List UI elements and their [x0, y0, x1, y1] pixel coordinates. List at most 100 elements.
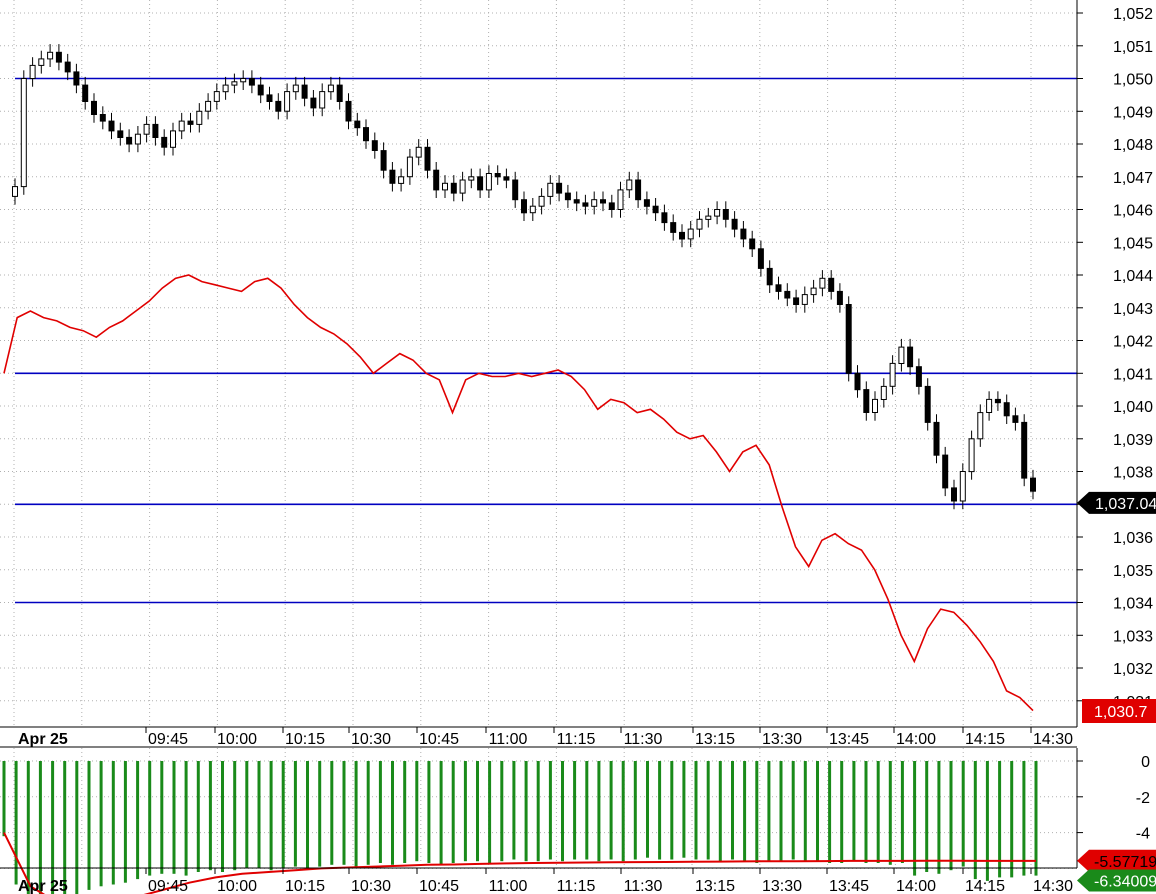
candle-body	[178, 120, 185, 132]
indicator-bar	[172, 761, 176, 874]
candle-body	[64, 61, 71, 73]
indicator-bar	[876, 761, 880, 863]
candle-body	[845, 304, 852, 374]
indicator-bar	[415, 761, 419, 862]
price-x-tick-label: 10:15	[285, 731, 325, 748]
candle	[564, 184, 571, 208]
candle	[38, 50, 45, 74]
candle	[231, 73, 238, 94]
indicator-bar	[512, 761, 516, 860]
candle-body	[635, 179, 642, 201]
candle-body	[521, 199, 527, 214]
indicator-bar	[427, 761, 431, 863]
indicator-x-tick-label: 11:15	[557, 878, 596, 894]
indicator-bar	[87, 761, 91, 890]
candle-body	[687, 228, 694, 240]
price-tag-box	[1077, 491, 1156, 514]
candle-body	[863, 389, 870, 414]
candle-body	[503, 176, 510, 181]
price-tick-label: 1,052	[1113, 6, 1153, 23]
indicator-bar	[985, 761, 989, 881]
price-panel: 1,052 1,051 1,050 1,049 1,048 1,047 1,046 1,045…	[0, 0, 1156, 727]
candle	[573, 191, 580, 212]
candle-body	[398, 176, 405, 184]
line-tag-label: 1,030.7	[1094, 704, 1147, 721]
indicator-bar	[718, 761, 722, 862]
candle-body	[143, 123, 150, 135]
candle	[775, 276, 782, 300]
candle	[696, 211, 703, 238]
candle-body	[977, 412, 984, 440]
candle-body	[994, 398, 1001, 404]
candle	[635, 171, 642, 208]
candle-body	[91, 100, 97, 116]
candle	[284, 83, 291, 120]
indicator-bar	[913, 761, 917, 876]
indicator-bar	[573, 761, 577, 860]
candle-body	[714, 209, 721, 217]
candle-body	[959, 471, 966, 502]
price-tick-label: 1,038	[1113, 465, 1153, 482]
indicator-bar	[451, 761, 455, 863]
candle	[749, 230, 756, 257]
candle	[477, 168, 484, 198]
candle-body	[266, 94, 273, 103]
candle-body	[968, 438, 975, 473]
candle-body	[450, 182, 457, 194]
candle-body	[275, 100, 282, 112]
indicator-bar	[26, 761, 30, 894]
candle	[73, 63, 80, 94]
candle-body	[134, 133, 141, 145]
candle	[55, 44, 62, 71]
price-tick-label: 1,034	[1113, 596, 1153, 613]
candle	[784, 283, 791, 307]
candle-body	[327, 84, 334, 93]
indicator-bar	[136, 761, 140, 880]
candle-body	[600, 199, 606, 204]
candle	[99, 106, 106, 130]
indicator-bar	[500, 761, 504, 862]
candle-body	[161, 136, 168, 148]
indicator-bar	[633, 761, 637, 860]
candle	[485, 165, 492, 198]
candle	[679, 224, 685, 248]
indicator-bars	[2, 761, 1038, 894]
price-tick-label: 1,045	[1113, 235, 1153, 252]
candle-body	[1012, 415, 1019, 423]
candle-body	[433, 169, 440, 191]
indicator-bar	[245, 761, 249, 869]
candle	[442, 175, 448, 198]
candle-body	[284, 91, 291, 112]
indicator-bar	[840, 761, 844, 863]
candle-body	[538, 195, 545, 207]
candle	[257, 76, 264, 104]
candle	[29, 57, 36, 87]
candle-body	[591, 199, 598, 207]
indicator-tags: -5.57719 -6.34009	[1077, 849, 1156, 892]
candle-body	[459, 179, 466, 194]
candle-body	[485, 173, 492, 191]
indicator-bar	[1010, 761, 1014, 878]
candle-body	[222, 84, 229, 93]
indicator-tick-label: 0	[1141, 754, 1150, 771]
indicator-x-tick-label: 14:15	[965, 878, 1005, 894]
candle-body	[722, 209, 729, 220]
candle-body	[248, 78, 255, 86]
price-x-tick-label: 10:45	[419, 731, 459, 748]
indicator-bar	[257, 761, 261, 869]
red-line-path	[3, 274, 1034, 712]
candle	[529, 198, 536, 221]
indicator-green-tag-label: -6.34009	[1094, 874, 1156, 891]
candle-body	[424, 146, 431, 171]
indicator-bar	[391, 761, 394, 865]
candle-body	[933, 421, 940, 456]
indicator-x-tick-label: 10:45	[419, 878, 459, 894]
candle-body	[924, 385, 931, 423]
candle-body	[240, 78, 247, 83]
candle-body	[986, 398, 993, 413]
indicator-bar	[779, 761, 783, 862]
candle-body	[47, 51, 54, 60]
indicator-bar	[900, 761, 904, 863]
candle-body	[617, 189, 624, 210]
indicator-bar	[937, 761, 941, 874]
